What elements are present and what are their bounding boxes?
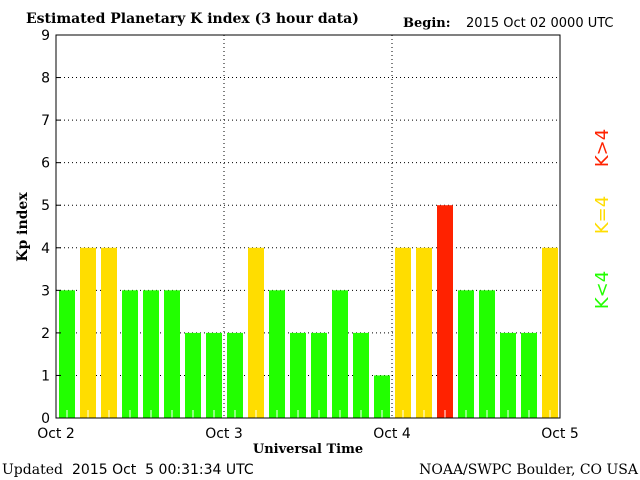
y-tick-label: 0 — [41, 411, 50, 427]
kp-bar — [395, 247, 411, 418]
y-tick-label: 2 — [41, 326, 50, 342]
y-tick-label: 4 — [41, 241, 50, 257]
x-tick-labels: Oct 2 Oct 3 Oct 4 Oct 5 — [37, 426, 579, 442]
kp-bar — [353, 332, 369, 418]
plot-frame — [55, 34, 561, 419]
kp-bar — [101, 247, 117, 418]
kp-bar — [122, 290, 138, 418]
kp-bar — [479, 290, 495, 418]
y-tick-label: 9 — [41, 28, 50, 44]
gridlines — [56, 35, 560, 418]
kp-bar — [521, 332, 537, 418]
kp-bar — [374, 375, 390, 418]
kp-bar — [416, 247, 432, 418]
y-tick-label: 7 — [41, 113, 50, 129]
kp-bar — [185, 332, 201, 418]
kp-bar — [542, 247, 558, 418]
kp-bar — [458, 290, 474, 418]
y-tick-label: 1 — [41, 368, 50, 384]
y-tick-label: 6 — [41, 156, 50, 172]
x-tick-label: Oct 4 — [373, 426, 411, 442]
kp-bar — [227, 332, 243, 418]
kp-bar — [332, 290, 348, 418]
begin-value: 2015 Oct 02 0000 UTC — [466, 16, 614, 31]
x-tick-label: Oct 5 — [541, 426, 579, 442]
x-axis-label: Universal Time — [253, 442, 363, 457]
credit: NOAA/SWPC Boulder, CO USA — [419, 462, 639, 478]
kp-bar — [206, 332, 222, 418]
kp-bar — [290, 332, 306, 418]
x-tick-label: Oct 2 — [37, 426, 75, 442]
y-axis-label: Kp index — [15, 192, 31, 262]
chart-title: Estimated Planetary K index (3 hour data… — [26, 11, 359, 27]
legend-k-less-4: K<4 — [592, 271, 613, 309]
updated-value: 2015 Oct 5 00:31:34 UTC — [72, 462, 254, 478]
y-tick-label: 5 — [41, 198, 50, 214]
kp-bar — [80, 247, 96, 418]
kp-bar — [311, 332, 327, 418]
begin-label: Begin: — [403, 16, 451, 31]
y-tick-label: 3 — [41, 283, 50, 299]
kp-bar — [164, 290, 180, 418]
kp-bar — [143, 290, 159, 418]
y-tick-label: 8 — [41, 71, 50, 87]
bars — [59, 205, 558, 418]
legend-k-greater-4: K>4 — [592, 129, 613, 167]
updated-label: Updated — [2, 462, 63, 478]
y-tick-labels: 0 1 2 3 4 5 6 7 8 9 — [41, 28, 61, 427]
legend-k-equal-4: K=4 — [592, 196, 613, 234]
kp-bar — [437, 205, 453, 418]
kp-bar — [59, 290, 75, 418]
x-tick-label: Oct 3 — [205, 426, 243, 442]
kp-bar — [269, 290, 285, 418]
kp-bar — [500, 332, 516, 418]
kp-bar — [248, 247, 264, 418]
